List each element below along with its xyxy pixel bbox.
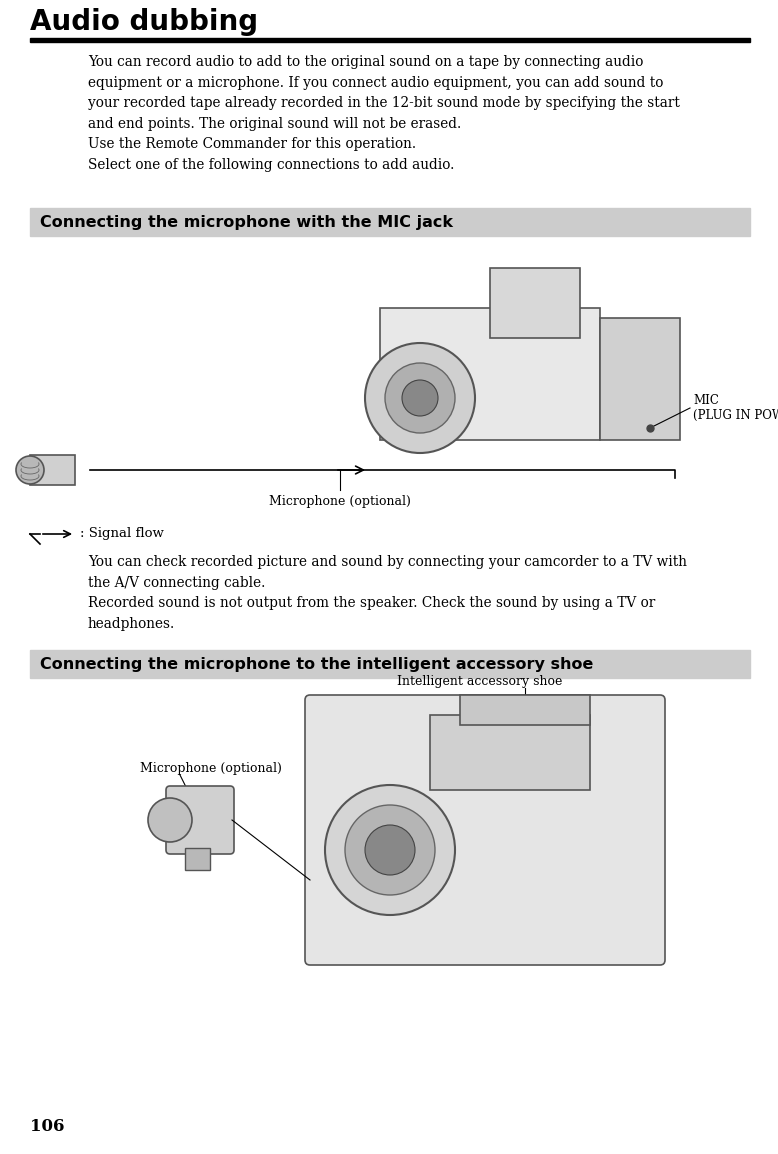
Bar <box>430 715 590 790</box>
Bar <box>460 695 590 725</box>
Text: You can check recorded picture and sound by connecting your camcorder to a TV wi: You can check recorded picture and sound… <box>88 555 687 631</box>
Circle shape <box>365 343 475 454</box>
Circle shape <box>148 799 192 842</box>
Circle shape <box>402 380 438 415</box>
Bar <box>30 208 750 237</box>
Text: 106: 106 <box>30 1118 65 1136</box>
Text: Connecting the microphone with the MIC jack: Connecting the microphone with the MIC j… <box>40 215 453 230</box>
Text: Microphone (optional): Microphone (optional) <box>269 495 411 508</box>
Circle shape <box>345 805 435 896</box>
Text: Microphone (optional): Microphone (optional) <box>140 762 282 775</box>
FancyBboxPatch shape <box>166 786 234 854</box>
Text: Intelligent accessory shoe: Intelligent accessory shoe <box>398 675 562 688</box>
Circle shape <box>385 364 455 433</box>
Circle shape <box>325 785 455 915</box>
Text: Audio dubbing: Audio dubbing <box>30 8 258 36</box>
Bar <box>600 319 680 440</box>
Circle shape <box>16 456 44 484</box>
Text: MIC
(PLUG IN POWER): MIC (PLUG IN POWER) <box>693 394 778 422</box>
Bar <box>490 268 580 338</box>
Circle shape <box>365 825 415 875</box>
Bar <box>30 38 750 42</box>
Text: You can record audio to add to the original sound on a tape by connecting audio
: You can record audio to add to the origi… <box>88 55 680 172</box>
Bar <box>30 455 75 485</box>
Text: : Signal flow: : Signal flow <box>80 527 164 540</box>
Bar <box>185 848 210 870</box>
Polygon shape <box>380 308 600 440</box>
FancyBboxPatch shape <box>305 695 665 965</box>
Bar <box>30 650 750 679</box>
Text: Connecting the microphone to the intelligent accessory shoe: Connecting the microphone to the intelli… <box>40 657 594 672</box>
